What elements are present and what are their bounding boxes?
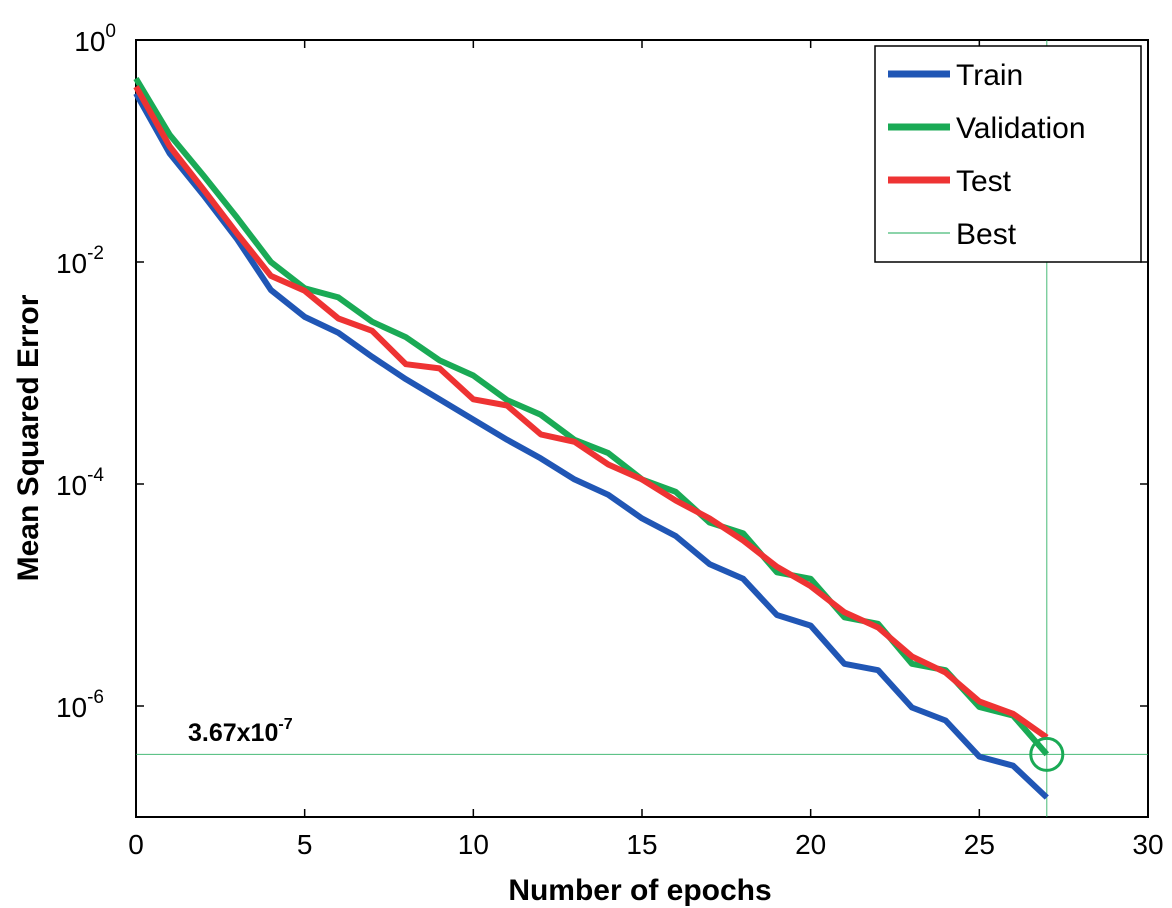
- y-tick-base: 10: [56, 692, 87, 723]
- x-tick-label: 30: [1132, 829, 1163, 860]
- y-tick-label: 10-2: [56, 243, 104, 279]
- x-tick-labels: 0 5 10 15 20 25 30: [128, 829, 1163, 860]
- y-tick-label: 10-6: [56, 687, 104, 723]
- x-tick-label: 20: [795, 829, 826, 860]
- legend-label-validation: Validation: [956, 112, 1086, 145]
- y-tick-exponent: 0: [105, 21, 116, 42]
- x-tick-label: 25: [964, 829, 995, 860]
- legend-label-train: Train: [956, 59, 1023, 92]
- x-tick-label: 15: [626, 829, 657, 860]
- y-tick-exponent: -6: [87, 687, 104, 708]
- y-tick-base: 10: [56, 470, 87, 501]
- series-lines: [133, 76, 1050, 800]
- legend: Train Validation Test Best: [874, 45, 1142, 263]
- best-point: [1029, 736, 1065, 772]
- y-axis-title: Mean Squared Error: [12, 294, 45, 581]
- x-tick-label: 5: [297, 829, 313, 860]
- y-tick-exponent: -2: [87, 243, 104, 264]
- y-tick-label: 100: [74, 21, 116, 57]
- series-line-test: [133, 85, 1049, 740]
- legend-box: [874, 45, 1142, 263]
- best-value-mantissa: 3.67x10: [188, 719, 278, 747]
- best-value-exponent: -7: [278, 716, 292, 733]
- axis-ticks: [135, 39, 1149, 817]
- best-point-circle: [1029, 736, 1065, 772]
- y-tick-base: 10: [56, 248, 87, 279]
- x-tick-label: 10: [458, 829, 489, 860]
- y-tick-label: 10-4: [56, 465, 104, 501]
- y-tick-base: 10: [74, 26, 105, 57]
- series-line-train: [133, 91, 1049, 800]
- legend-label-test: Test: [956, 165, 1012, 198]
- best-value-annotation: 3.67x10-7: [188, 716, 293, 747]
- legend-label-best: Best: [956, 218, 1017, 251]
- x-tick-label: 0: [128, 829, 144, 860]
- y-tick-exponent: -4: [87, 465, 104, 486]
- x-axis-title: Number of epochs: [508, 874, 771, 907]
